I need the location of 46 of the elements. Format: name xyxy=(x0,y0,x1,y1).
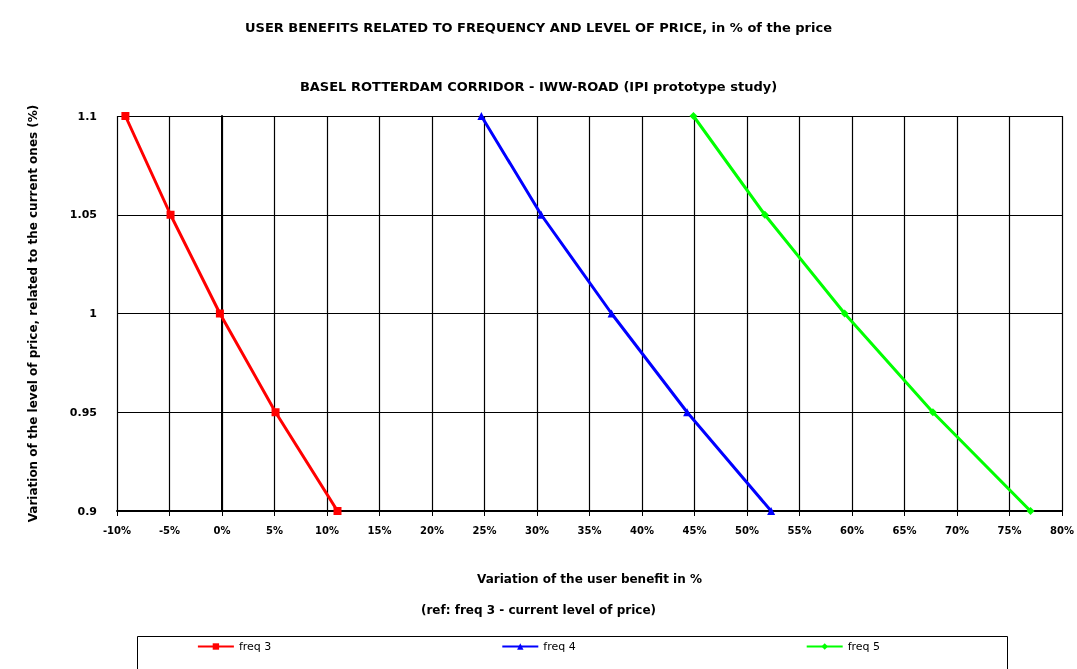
chart-subtitle: BASEL ROTTERDAM CORRIDOR - IWW-ROAD (IPI prototype study) xyxy=(299,79,778,94)
legend-label: freq 4 xyxy=(543,640,576,653)
x-tick-label: 55% xyxy=(787,524,812,536)
x-tick-label: 75% xyxy=(997,524,1022,536)
x-tick-label: 60% xyxy=(840,524,864,536)
point xyxy=(840,309,849,318)
x-tick-label: 25% xyxy=(472,524,497,536)
point xyxy=(607,309,616,318)
point xyxy=(121,112,130,120)
point xyxy=(333,507,342,515)
point xyxy=(215,309,224,318)
legend-label: freq 3 xyxy=(238,640,272,653)
point xyxy=(767,507,776,515)
x-tick-label: 65% xyxy=(892,524,917,536)
point xyxy=(689,112,698,120)
x-tick-label: 35% xyxy=(577,524,602,536)
x-tick-label: -10% xyxy=(102,524,132,536)
x-tick-label: 20% xyxy=(420,524,444,536)
point xyxy=(760,210,769,219)
x-tick-label: 30% xyxy=(525,524,549,536)
y-tick-label: 1.1 xyxy=(77,109,97,123)
point xyxy=(537,210,546,219)
x-axis-title: Variation of the user benefit in % xyxy=(477,572,702,586)
x-tick-label: -5% xyxy=(158,524,181,536)
x-tick-label: 5% xyxy=(266,524,283,536)
x-tick-label: 45% xyxy=(682,524,707,536)
point xyxy=(271,408,280,417)
text: (ref: freq 3 - current level of price) xyxy=(420,603,657,617)
x-tick-label: 0% xyxy=(213,524,231,536)
y-tick-label: 0.9 xyxy=(77,504,97,518)
y-tick-label: 1 xyxy=(89,307,97,320)
point xyxy=(928,408,937,417)
x-tick-label: 80% xyxy=(1050,524,1074,536)
point xyxy=(477,112,486,120)
y-tick-label: 1.05 xyxy=(69,208,97,222)
x-tick-label: 50% xyxy=(735,524,759,536)
point xyxy=(166,210,175,219)
chart-title: USER BENEFITS RELATED TO FREQUENCY AND LEVEL OF PRICE, in % of the price xyxy=(244,19,833,35)
y-tick-label: 0.95 xyxy=(69,405,97,419)
y-axis-title: Variation of the level of price, related to the current ones (%) xyxy=(26,104,40,523)
point xyxy=(1026,507,1035,515)
x-tick-label: 70% xyxy=(945,524,969,536)
x-tick-label: 15% xyxy=(367,524,392,536)
x-tick-label: 40% xyxy=(630,524,654,536)
x-tick-label: 10% xyxy=(315,524,339,536)
legend-label: freq 5 xyxy=(847,640,881,653)
